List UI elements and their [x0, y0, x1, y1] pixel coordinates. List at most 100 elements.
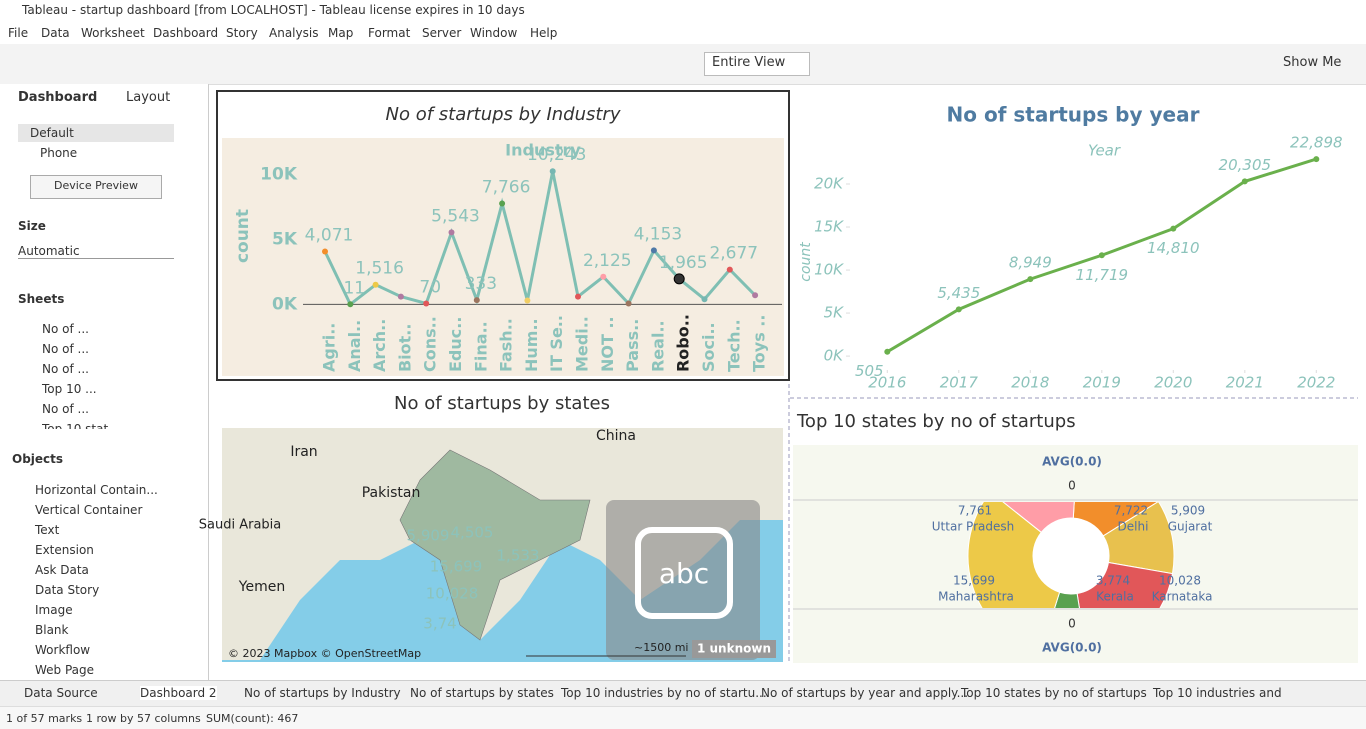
size-value[interactable]: Automatic — [18, 244, 174, 259]
sheets-heading: Sheets — [18, 292, 65, 306]
object-item[interactable]: Workflow — [35, 643, 91, 657]
object-item[interactable]: Horizontal Contain... — [35, 483, 158, 497]
sheet-tab[interactable]: Top 10 states by no of startups — [961, 686, 1147, 700]
view-label[interactable]: Entire View — [712, 55, 786, 70]
year-point — [884, 348, 891, 355]
device-preview-button[interactable] — [30, 175, 162, 199]
place-label: Yemen — [238, 579, 285, 595]
menu-item[interactable]: Story — [226, 26, 258, 40]
sheet-tab[interactable]: No of startups by year and apply... — [761, 686, 969, 700]
unknown-box — [692, 640, 776, 658]
sheet-tab[interactable]: Dashboard 2 — [140, 686, 217, 700]
device[interactable]: Phone — [40, 146, 78, 160]
sheet-item[interactable]: Top 10 ... — [42, 382, 97, 396]
sheet-tab[interactable]: Top 10 industries by no of startu... — [561, 686, 767, 700]
menu-item[interactable]: File — [8, 26, 29, 40]
industry-point — [423, 300, 430, 307]
x-tick-label: 2022 — [1297, 374, 1335, 392]
object-item[interactable]: Web Page — [35, 663, 95, 677]
menu-item[interactable]: Window — [470, 26, 518, 40]
y-tick-label: 10K — [260, 164, 298, 184]
industry-point — [650, 247, 657, 254]
y-axis-title: count — [798, 242, 814, 282]
industry-point — [499, 200, 506, 207]
x-tick-label: 2019 — [1083, 374, 1121, 392]
sheet-tab[interactable]: No of startups by Industry — [244, 686, 401, 700]
unknown-label: 1 unknown — [697, 642, 771, 656]
slice-name: Karnataka — [1152, 590, 1213, 604]
map-label: 10,028 — [426, 585, 479, 603]
sheet-item[interactable]: No of ... — [42, 322, 89, 336]
menu-item[interactable]: Format — [368, 26, 411, 40]
sheet-item[interactable]: No of ... — [42, 342, 89, 356]
object-item[interactable]: Text — [35, 523, 60, 537]
map-label: 3,74 — [423, 615, 456, 633]
year-point — [1027, 276, 1034, 283]
place-label: China — [596, 428, 636, 444]
object-item[interactable]: Image — [35, 603, 73, 617]
industry-plot-bg — [222, 138, 784, 376]
object-item[interactable]: Ask Data — [35, 563, 89, 577]
x-tick-label: Toys .. — [750, 315, 769, 372]
menu-item[interactable]: Map — [328, 26, 354, 40]
value-label: 8,949 — [1009, 254, 1052, 272]
industry-point — [448, 229, 455, 236]
place-label: Saudi Arabia — [199, 518, 282, 533]
sheet-tab[interactable]: Data Source — [24, 686, 98, 700]
value-label: 1,516 — [355, 259, 404, 279]
x-tick-label: Fash.. — [497, 318, 516, 372]
year-point — [955, 306, 962, 313]
menu-item[interactable]: Dashboard — [153, 26, 219, 40]
object-item[interactable]: Vertical Container — [35, 503, 143, 517]
x-tick-label: Robo.. — [674, 314, 693, 372]
x-tick-label: Cons.. — [421, 316, 440, 372]
value-label: 5,435 — [937, 284, 980, 302]
y-tick-label: 0K — [272, 294, 298, 314]
x-axis-title: Industry — [505, 141, 581, 160]
sheet-tab[interactable]: Top 10 industries and — [1153, 686, 1282, 700]
title-bar — [0, 0, 1366, 22]
device-preview[interactable]: Device Preview — [54, 179, 138, 192]
map-label: 4,505 — [451, 524, 494, 542]
value-label: 2,677 — [709, 244, 758, 264]
y-tick-label: 5K — [272, 229, 298, 249]
sheet-item[interactable]: No of ... — [42, 362, 89, 376]
sheet-item[interactable]: No of ... — [42, 402, 89, 416]
sheet-tab[interactable]: No of startups by states — [410, 686, 554, 700]
object-item[interactable]: Extension — [35, 543, 94, 557]
side-tab[interactable]: Layout — [126, 90, 171, 105]
y-tick-label: 20K — [814, 175, 844, 193]
value-label: 2,125 — [583, 251, 632, 271]
value-label: 5,543 — [431, 206, 480, 226]
objects-heading: Objects — [12, 452, 64, 466]
sheet-item[interactable]: Top 10 stat — [42, 422, 109, 429]
status-text: 1 row by 57 columns — [86, 712, 201, 725]
industry-point — [347, 301, 354, 308]
attribution: © 2023 Mapbox © OpenStreetMap — [228, 647, 421, 660]
menu-item[interactable]: Worksheet — [81, 26, 145, 40]
object-item[interactable]: Data Story — [35, 583, 100, 597]
show-me[interactable]: Show Me — [1283, 55, 1342, 70]
view-select[interactable] — [704, 52, 810, 76]
x-tick-label: Medi.. — [573, 316, 592, 372]
x-tick-label: NOT .. — [598, 316, 617, 372]
side-tab[interactable]: Dashboard — [18, 90, 98, 105]
year-point — [1098, 252, 1105, 259]
industry-point — [524, 297, 531, 304]
x-tick-label: Biot.. — [395, 324, 414, 372]
x-tick-label: Fina.. — [471, 321, 490, 372]
donut — [967, 502, 1175, 608]
slice-value: 7,722 — [1114, 504, 1148, 518]
menu-item[interactable]: Analysis — [269, 26, 319, 40]
industry-point — [575, 293, 581, 300]
object-item[interactable]: Blank — [35, 623, 69, 637]
industry-point — [397, 293, 404, 300]
menu-item[interactable]: Server — [422, 26, 462, 40]
menu-item[interactable]: Help — [530, 26, 558, 40]
device[interactable]: Default — [30, 126, 74, 140]
industry-point — [473, 297, 480, 304]
menu-item[interactable]: Data — [41, 26, 70, 40]
slice-value: 3,774 — [1096, 574, 1130, 588]
value-label: 20,305 — [1219, 156, 1272, 174]
